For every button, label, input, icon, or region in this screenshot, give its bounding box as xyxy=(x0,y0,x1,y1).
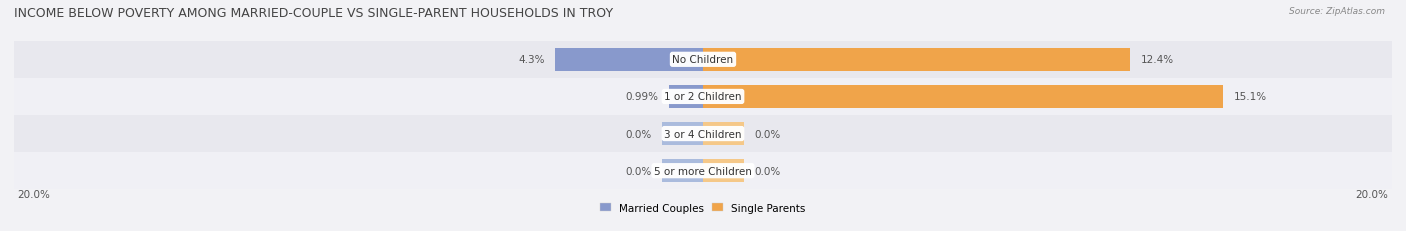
Bar xyxy=(662,159,703,182)
Legend: Married Couples, Single Parents: Married Couples, Single Parents xyxy=(596,198,810,217)
Text: 20.0%: 20.0% xyxy=(1355,189,1389,199)
Bar xyxy=(703,159,744,182)
Text: 5 or more Children: 5 or more Children xyxy=(654,166,752,176)
Text: INCOME BELOW POVERTY AMONG MARRIED-COUPLE VS SINGLE-PARENT HOUSEHOLDS IN TROY: INCOME BELOW POVERTY AMONG MARRIED-COUPL… xyxy=(14,7,613,20)
Text: 0.0%: 0.0% xyxy=(755,166,780,176)
Text: 3 or 4 Children: 3 or 4 Children xyxy=(664,129,742,139)
Bar xyxy=(669,85,703,109)
Text: 4.3%: 4.3% xyxy=(517,55,544,65)
Bar xyxy=(555,49,703,72)
Text: 12.4%: 12.4% xyxy=(1140,55,1174,65)
Text: 0.0%: 0.0% xyxy=(626,129,651,139)
Text: Source: ZipAtlas.com: Source: ZipAtlas.com xyxy=(1289,7,1385,16)
Bar xyxy=(14,116,1392,152)
Bar xyxy=(662,122,703,146)
Text: 15.1%: 15.1% xyxy=(1233,92,1267,102)
Bar xyxy=(703,49,1130,72)
Text: 0.99%: 0.99% xyxy=(626,92,658,102)
Bar xyxy=(703,122,744,146)
Bar xyxy=(14,152,1392,189)
Text: 1 or 2 Children: 1 or 2 Children xyxy=(664,92,742,102)
Bar xyxy=(14,79,1392,116)
Bar xyxy=(703,85,1223,109)
Bar xyxy=(14,42,1392,79)
Text: 0.0%: 0.0% xyxy=(755,129,780,139)
Text: 0.0%: 0.0% xyxy=(626,166,651,176)
Text: 20.0%: 20.0% xyxy=(17,189,51,199)
Text: No Children: No Children xyxy=(672,55,734,65)
